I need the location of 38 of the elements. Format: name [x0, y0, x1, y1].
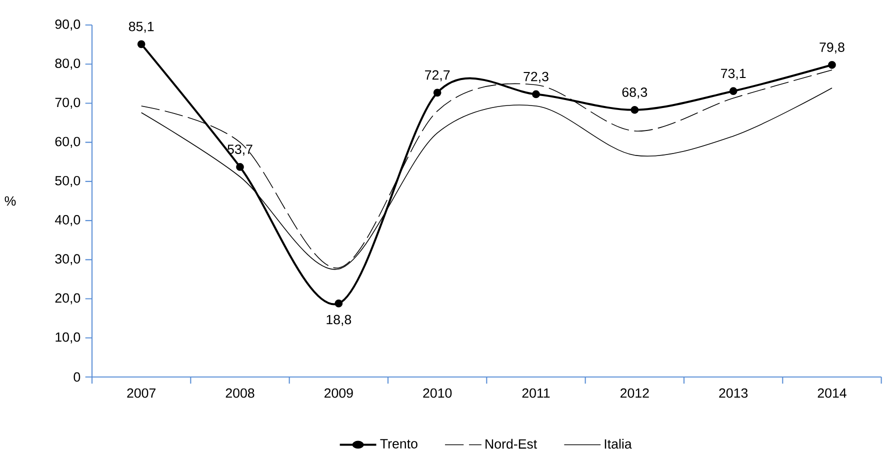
legend-label: Trento — [380, 439, 418, 448]
legend-label: Nord-Est — [486, 438, 538, 449]
data-label: 85,1 — [128, 22, 154, 33]
y-tick-label: 70,0 — [55, 98, 80, 109]
y-axis-title: % — [4, 196, 16, 206]
y-tick-label: 30,0 — [55, 254, 80, 266]
point — [828, 60, 836, 69]
data-label: 72,7 — [425, 70, 450, 82]
data-label: 79,8 — [820, 42, 844, 54]
x-tick-label: 2007 — [127, 388, 156, 398]
point — [334, 300, 343, 308]
y-tick-label: 90,0 — [55, 20, 80, 31]
data-label: 72,3 — [524, 72, 548, 83]
y-tick-label: 20,0 — [55, 293, 80, 304]
x-tick-label: 2014 — [818, 388, 846, 398]
point — [532, 90, 540, 98]
point — [630, 106, 639, 114]
x-tick-label: 2013 — [719, 388, 748, 398]
point — [236, 163, 244, 171]
point — [433, 88, 442, 97]
legend-label: Italia — [604, 438, 632, 449]
y-tick-label: 40,0 — [54, 215, 80, 226]
point — [729, 87, 738, 96]
y-tick-label: 0 — [74, 372, 80, 382]
data-label: 53,7 — [228, 144, 252, 156]
x-tick-label: 2011 — [522, 388, 550, 398]
data-label: 18,8 — [326, 314, 352, 326]
x-tick-label: 2010 — [423, 388, 452, 398]
data-label: 73,1 — [721, 68, 746, 80]
y-tick-label: 10,0 — [56, 332, 80, 344]
data-label: 68,3 — [622, 87, 648, 99]
y-tick-label: 60,0 — [55, 136, 80, 148]
x-tick-label: 2009 — [324, 388, 353, 398]
y-tick-label: 80,0 — [55, 58, 80, 70]
point — [137, 40, 146, 48]
x-tick-label: 2008 — [226, 388, 254, 398]
y-tick-label: 50,0 — [55, 176, 80, 187]
x-tick-label: 2012 — [620, 388, 649, 398]
